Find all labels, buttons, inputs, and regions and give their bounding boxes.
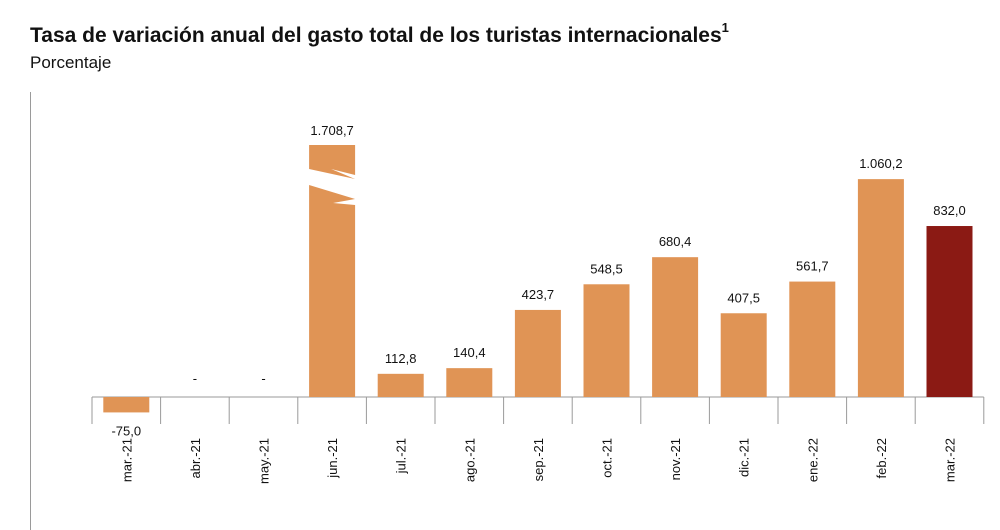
x-tick-label-mar.-22: mar.-22 <box>943 438 958 482</box>
bar-mar.-21 <box>103 397 150 413</box>
bar-dic.-21 <box>720 313 767 397</box>
bar-ene.-22 <box>789 281 836 397</box>
data-label-ago.-21: 140,4 <box>453 345 486 360</box>
bar-jun.-21-top <box>309 145 356 179</box>
data-label-sep.-21: 423,7 <box>522 287 555 302</box>
data-label-ene.-22: 561,7 <box>796 259 829 274</box>
data-label-dic.-21: 407,5 <box>727 290 760 305</box>
data-label-jul.-21: 112,8 <box>385 351 417 366</box>
x-tick-label-nov.-21: nov.-21 <box>668 438 683 480</box>
bar-jun.-21 <box>309 185 356 397</box>
chart-title-text: Tasa de variación anual del gasto total … <box>30 24 722 47</box>
x-tick-label-dic.-21: dic.-21 <box>737 438 752 477</box>
data-label-oct.-21: 548,5 <box>590 261 623 276</box>
data-label-mar.-21: -75,0 <box>111 423 141 438</box>
bar-oct.-21 <box>583 284 630 397</box>
bar-sep.-21 <box>514 309 561 397</box>
title-footnote-mark: 1 <box>721 20 729 35</box>
data-label-abr.-21: - <box>193 371 197 386</box>
bar-nov.-21 <box>652 257 699 397</box>
data-label-jun.-21: 1.708,7 <box>310 123 353 138</box>
chart-subtitle: Porcentaje <box>30 53 112 72</box>
x-tick-label-mar.-21: mar.-21 <box>119 438 134 482</box>
x-tick-label-abr.-21: abr.-21 <box>188 438 203 478</box>
data-label-mar.-22: 832,0 <box>933 203 966 218</box>
x-tick-label-feb.-22: feb.-22 <box>874 438 889 478</box>
x-tick-label-jun.-21: jun.-21 <box>325 438 340 479</box>
data-label-nov.-21: 680,4 <box>659 234 692 249</box>
x-tick-label-ene.-22: ene.-22 <box>805 438 820 482</box>
chart-title: Tasa de variación anual del gasto total … <box>30 20 729 48</box>
bar-feb.-22 <box>857 179 904 397</box>
x-tick-label-sep.-21: sep.-21 <box>531 438 546 481</box>
data-label-feb.-22: 1.060,2 <box>859 156 902 171</box>
bar-jul.-21 <box>377 373 424 397</box>
x-tick-label-ago.-21: ago.-21 <box>462 438 477 482</box>
bar-ago.-21 <box>446 368 493 397</box>
data-label-may.-21: - <box>261 371 265 386</box>
x-tick-label-jul.-21: jul.-21 <box>394 438 409 474</box>
x-tick-label-oct.-21: oct.-21 <box>600 438 615 478</box>
x-tick-label-may.-21: may.-21 <box>257 438 272 484</box>
bar-mar.-22 <box>926 226 973 397</box>
